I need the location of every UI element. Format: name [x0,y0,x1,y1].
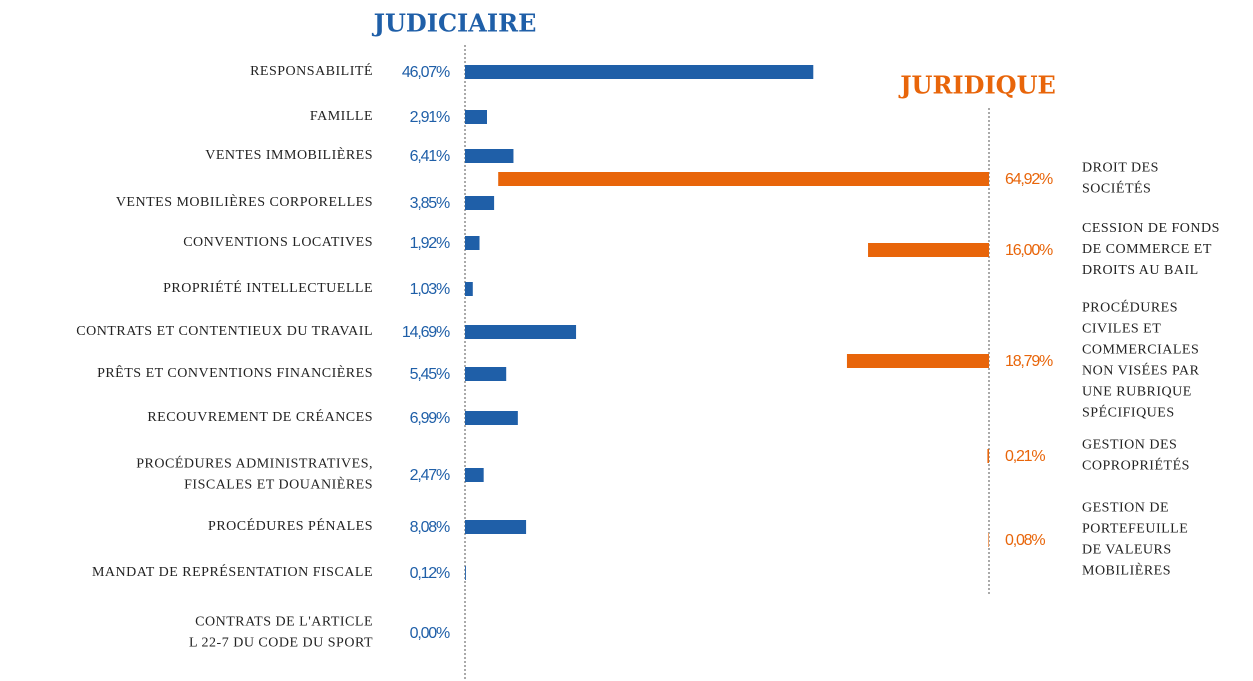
bar [465,65,814,79]
category-label: RECOUVREMENT DE CRÉANCES [147,408,373,425]
bar [987,449,989,463]
bar [465,196,495,210]
category-label: MANDAT DE REPRÉSENTATION FISCALE [92,563,373,580]
value-label: 3,85% [410,195,450,212]
value-label: 1,03% [410,281,450,298]
value-label: 1,92% [410,235,450,252]
value-label: 0,08% [1005,532,1045,549]
category-label: PROCÉDURES CIVILES ET COMMERCIALES NON VISÉ… [1082,299,1200,421]
category-label: PROCÉDURES PÉNALES [208,517,373,534]
bar [465,566,466,580]
chart-title: JURIDIQUE [898,71,1056,100]
value-label: 5,45% [410,366,450,383]
category-label: PRÊTS ET CONVENTIONS FINANCIÈRES [97,364,373,381]
bar [988,533,989,547]
value-label: 64,92% [1005,171,1053,188]
bar [465,367,507,381]
bar [465,468,484,482]
value-label: 46,07% [402,64,450,81]
category-label: VENTES MOBILIÈRES CORPORELLES [116,193,373,210]
category-label: PROPRIÉTÉ INTELLECTUELLE [163,279,373,296]
value-label: 0,21% [1005,448,1045,465]
category-label: DROIT DES SOCIÉTÉS [1082,161,1159,197]
category-label: FAMILLE [310,109,373,124]
category-label: RESPONSABILITÉ [250,62,373,79]
value-label: 2,91% [410,109,450,126]
category-label: VENTES IMMOBILIÈRES [205,146,373,163]
value-label: 14,69% [402,324,450,341]
value-label: 0,00% [410,625,450,642]
bar [498,172,989,186]
category-label: GESTION DES COPROPRIÉTÉS [1082,438,1190,474]
bar [846,354,989,368]
category-label: CESSION DE FONDS DE COMMERCE ET DROITS AU … [1082,221,1220,278]
bar [465,325,577,339]
chart-title: JUDICIAIRE [372,9,537,38]
category-label: CONTRATS DE L'ARTICLE L 22-7 DU CODE DU S… [189,615,373,651]
bar [465,110,487,124]
value-label: 16,00% [1005,242,1053,259]
category-label: GESTION DE PORTEFEUILLE DE VALEURS MOBILIÈR… [1082,501,1188,579]
value-label: 6,99% [410,410,450,427]
category-label: CONTRATS ET CONTENTIEUX DU TRAVAIL [76,324,373,339]
bar [465,411,518,425]
value-label: 8,08% [410,519,450,536]
bar [465,236,480,250]
bar [465,149,514,163]
value-label: 2,47% [410,467,450,484]
value-label: 18,79% [1005,353,1053,370]
category-label: PROCÉDURES ADMINISTRATIVES, FISCALES ET D… [136,455,373,493]
bar [868,243,989,257]
value-label: 0,12% [410,565,450,582]
value-label: 6,41% [410,148,450,165]
bar [465,520,527,534]
bar [465,282,473,296]
category-label: CONVENTIONS LOCATIVES [183,235,373,250]
